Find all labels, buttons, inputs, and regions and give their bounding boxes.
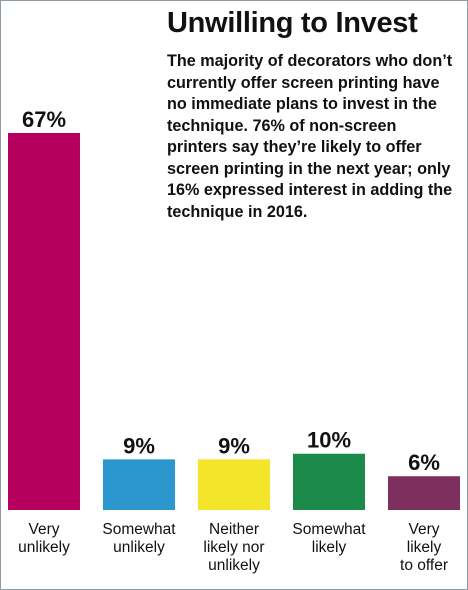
data-label-2: 9% (218, 433, 250, 458)
bar-4 (388, 476, 460, 510)
bar-0 (8, 133, 80, 510)
bar-3 (293, 453, 365, 510)
bar-2 (198, 459, 270, 510)
chart-title: Unwilling to Invest (167, 7, 418, 39)
category-label-0: Very unlikely (18, 521, 70, 556)
data-label-3: 10% (307, 428, 351, 453)
data-label-0: 67% (22, 107, 66, 132)
chart-subtitle: The majority of decorators who don’t cur… (167, 52, 453, 221)
category-label-2: Neither likely nor unlikely (203, 521, 264, 574)
data-label-4: 6% (408, 450, 440, 475)
category-label-4: Very likely to offer (400, 521, 448, 574)
category-label-3: Somewhat likely (292, 521, 366, 556)
data-label-1: 9% (123, 433, 155, 458)
bar-1 (103, 459, 175, 510)
category-label-1: Somewhat unlikely (102, 521, 176, 556)
